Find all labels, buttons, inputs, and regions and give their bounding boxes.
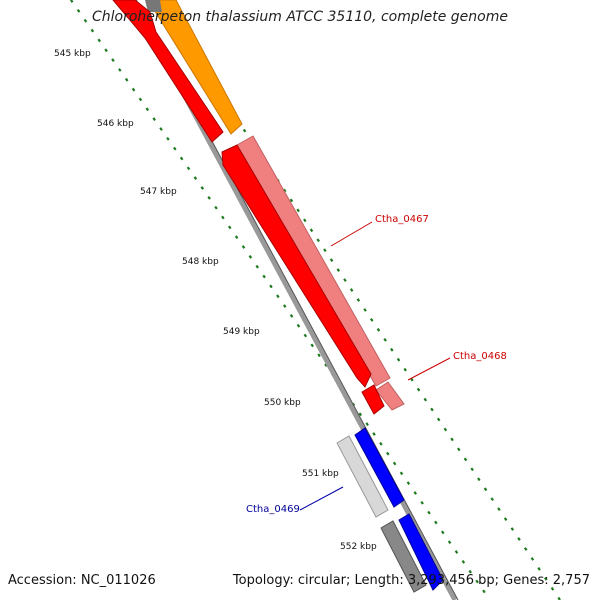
gene-red-small [361,384,385,415]
gene-label-text: Ctha_0468 [453,351,507,362]
gene-Ctha_0468 [375,381,405,411]
tick-label: 550 kbp [264,398,301,408]
tick-label: 546 kbp [97,119,134,129]
gene-blue-upper [354,427,405,508]
gene-label-Ctha_0467[interactable]: Ctha_0467 [330,214,429,247]
gene-red-top [112,0,224,143]
gene-label-Ctha_0469[interactable]: Ctha_0469 [246,486,344,515]
gene-gray-lower [380,520,427,593]
accession-text: Accession: NC_011026 [8,573,156,588]
gene-Ctha_0469 [336,435,389,518]
gene-label-text: Ctha_0467 [375,214,429,225]
tick-label: 548 kbp [182,257,219,267]
map-title: Chloroherpeton thalassium ATCC 35110, co… [92,9,508,25]
tick-label: 547 kbp [140,187,177,197]
genome-summary: Topology: circular; Length: 3,293,456 bp… [232,573,590,588]
tick-label: 549 kbp [223,327,260,337]
gene-orange [147,0,243,135]
gene-Ctha_0467 [236,135,391,387]
tick-labels: 545 kbp 546 kbp 547 kbp 548 kbp 549 kbp … [54,49,377,552]
tick-label: 551 kbp [302,469,339,479]
tick-label: 545 kbp [54,49,91,59]
gene-blue-lower [398,513,444,591]
gene-red-main [221,144,372,388]
gene-label-text: Ctha_0469 [246,504,300,515]
gene-label-Ctha_0468[interactable]: Ctha_0468 [407,351,507,381]
tick-label: 552 kbp [340,542,377,552]
gene-gray-top [145,0,162,12]
